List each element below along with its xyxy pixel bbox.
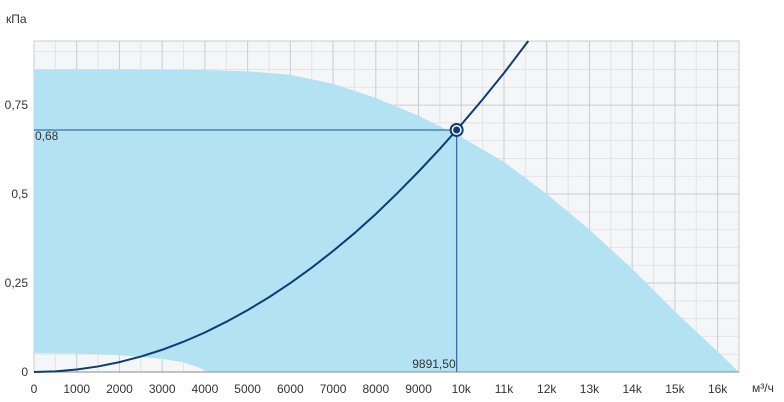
- operating-point-flow-label: 9891,50: [412, 357, 456, 371]
- x-tick-label: 16k: [708, 382, 728, 396]
- operating-point-marker-center: [453, 126, 461, 134]
- x-tick-label: 0: [31, 382, 38, 396]
- y-tick-label: 0,5: [11, 187, 28, 201]
- x-axis-unit-label: м³/ч: [752, 381, 774, 395]
- y-tick-label: 0,25: [5, 276, 29, 290]
- x-tick-label: 11k: [495, 382, 514, 396]
- x-tick-label: 8000: [362, 382, 389, 396]
- y-axis-unit-label: кПа: [6, 12, 27, 26]
- x-tick-label: 6000: [277, 382, 304, 396]
- x-tick-label: 12k: [537, 382, 557, 396]
- operating-area: [34, 69, 739, 373]
- operating-point-pressure-label: 0,68: [35, 129, 59, 143]
- x-tick-label: 14k: [623, 382, 643, 396]
- x-tick-label: 1000: [63, 382, 90, 396]
- y-axis-tick-labels: 0 0,25 0,5 0,75: [5, 98, 29, 379]
- x-axis-tick-labels: 0 1000 2000 3000 4000 5000 6000 7000 8000 9000 10k…: [31, 382, 729, 396]
- x-tick-label: 2000: [106, 382, 133, 396]
- x-tick-label: 5000: [234, 382, 261, 396]
- x-tick-label: 15k: [665, 382, 685, 396]
- x-tick-label: 4000: [192, 382, 219, 396]
- x-tick-label: 10k: [452, 382, 472, 396]
- x-tick-label: 3000: [149, 382, 176, 396]
- y-tick-label: 0,75: [5, 98, 29, 112]
- x-tick-label: 9000: [405, 382, 432, 396]
- x-tick-label: 7000: [320, 382, 347, 396]
- y-tick-label: 0: [21, 365, 28, 379]
- x-tick-label: 13k: [580, 382, 600, 396]
